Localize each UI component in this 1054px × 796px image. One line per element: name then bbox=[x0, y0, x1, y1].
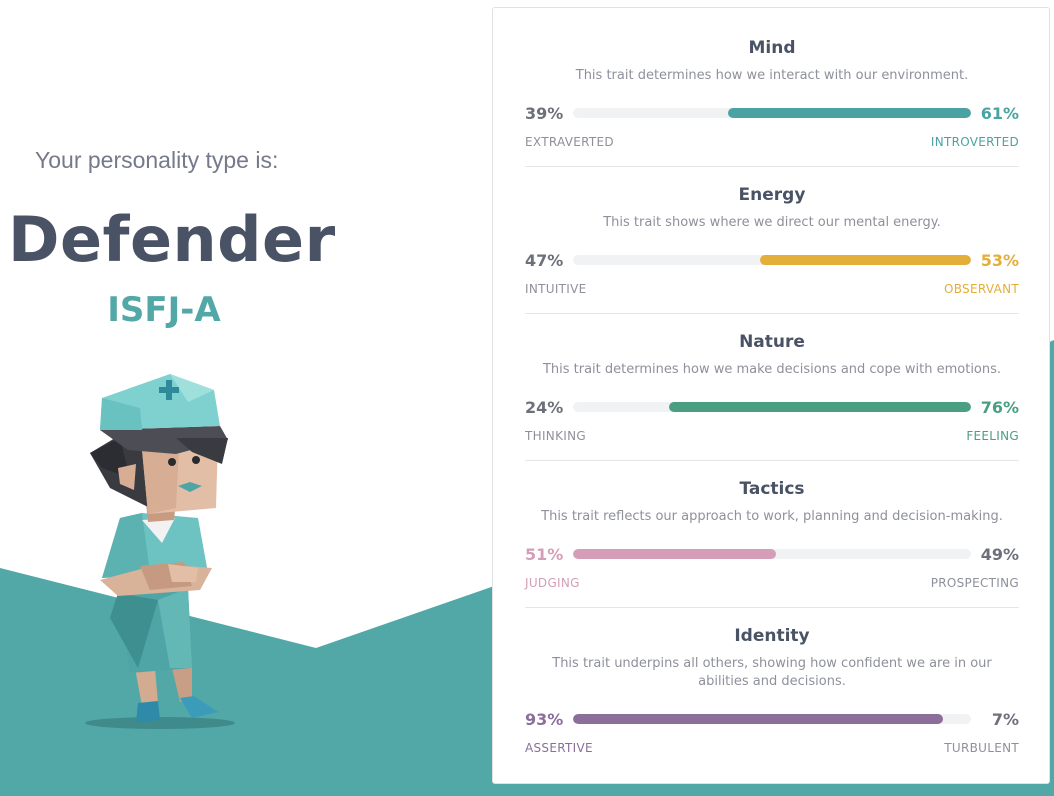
personality-type-code: ISFJ-A bbox=[107, 290, 221, 330]
trait-left-percent: 24% bbox=[525, 398, 564, 417]
trait-right-label: OBSERVANT bbox=[943, 282, 1019, 296]
trait-right-label: TURBULENT bbox=[944, 741, 1019, 755]
intro-text: Your personality type is: bbox=[35, 147, 279, 173]
trait-title: Identity bbox=[734, 626, 810, 646]
personality-type-name: Defender bbox=[8, 203, 336, 276]
trait-left-label: ASSERTIVE bbox=[525, 741, 593, 755]
trait-divider bbox=[525, 607, 1019, 608]
trait-left-label: JUDGING bbox=[525, 576, 580, 590]
trait-left-label: THINKING bbox=[525, 429, 586, 443]
trait-left-percent: 39% bbox=[525, 104, 564, 123]
trait-description: This trait determines how we interact wi… bbox=[575, 68, 969, 83]
trait-bar bbox=[573, 402, 971, 412]
trait-title: Mind bbox=[748, 38, 796, 58]
trait-title: Energy bbox=[738, 185, 806, 205]
trait-right-percent: 53% bbox=[980, 251, 1019, 270]
trait-description: This trait underpins all others, showing… bbox=[552, 656, 992, 689]
trait-right-percent: 49% bbox=[980, 545, 1019, 564]
trait-divider bbox=[525, 166, 1019, 167]
trait-left-percent: 93% bbox=[525, 710, 564, 729]
trait-right-label: PROSPECTING bbox=[930, 576, 1019, 590]
trait-bar-fill bbox=[728, 108, 971, 118]
trait-description: This trait determines how we make decisi… bbox=[542, 362, 1002, 377]
trait-bar bbox=[573, 549, 971, 559]
trait-bar bbox=[573, 255, 971, 265]
trait-bar bbox=[573, 108, 971, 118]
trait-identity: Identity This trait underpins all others… bbox=[525, 626, 1019, 766]
personality-type-header: Your personality type is: Defender ISFJ-… bbox=[0, 0, 492, 796]
trait-bar-fill bbox=[668, 402, 971, 412]
trait-left-percent: 51% bbox=[525, 545, 564, 564]
trait-left-percent: 47% bbox=[525, 251, 564, 270]
trait-divider bbox=[525, 313, 1019, 314]
trait-nature: Nature This trait determines how we make… bbox=[525, 332, 1019, 462]
trait-divider bbox=[525, 460, 1019, 461]
trait-description: This trait shows where we direct our men… bbox=[603, 215, 941, 230]
defender-illustration bbox=[85, 374, 235, 729]
trait-mind: Mind This trait determines how we intera… bbox=[525, 38, 1019, 168]
traits-card: Mind This trait determines how we intera… bbox=[492, 7, 1050, 784]
trait-right-percent: 76% bbox=[980, 398, 1019, 417]
trait-bar-fill bbox=[760, 255, 971, 265]
trait-bar-fill bbox=[573, 549, 776, 559]
trait-left-label: EXTRAVERTED bbox=[525, 135, 614, 149]
trait-bar-fill bbox=[573, 714, 944, 724]
trait-right-percent: 7% bbox=[991, 710, 1019, 729]
trait-left-label: INTUITIVE bbox=[525, 282, 587, 296]
trait-right-label: FEELING bbox=[966, 429, 1019, 443]
trait-description: This trait reflects our approach to work… bbox=[541, 509, 1003, 524]
trait-title: Nature bbox=[739, 332, 805, 352]
trait-right-percent: 61% bbox=[980, 104, 1019, 123]
trait-right-label: INTROVERTED bbox=[930, 135, 1019, 149]
trait-tactics: Tactics This trait reflects our approach… bbox=[525, 479, 1019, 609]
trait-title: Tactics bbox=[739, 479, 805, 499]
trait-bar bbox=[573, 714, 971, 724]
trait-energy: Energy This trait shows where we direct … bbox=[525, 185, 1019, 315]
